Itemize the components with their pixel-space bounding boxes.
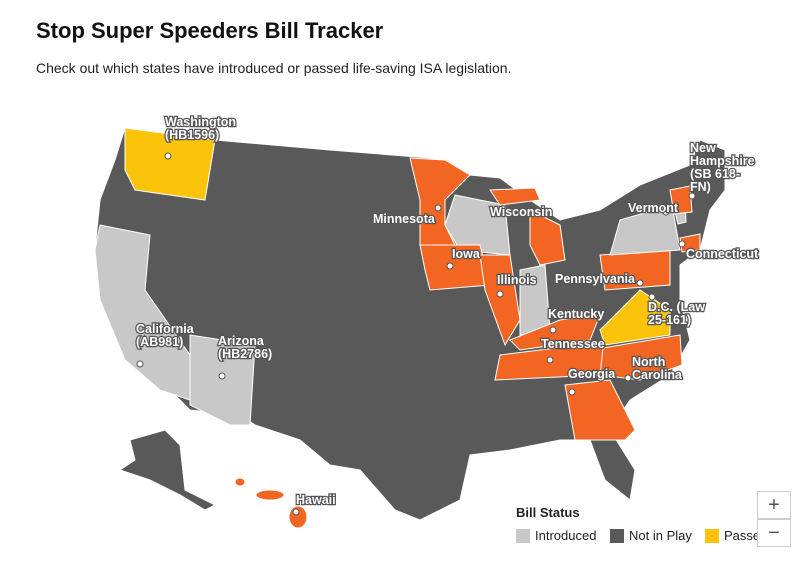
states (94, 127, 726, 529)
legend-swatch (705, 529, 719, 543)
state-label: Iowa (452, 247, 481, 261)
state-label: Georgia (568, 367, 616, 381)
wisconsin (444, 194, 511, 256)
state-label: Kentucky (548, 307, 604, 321)
state-label: Tennessee (541, 337, 605, 351)
state-label: 25-161) (648, 313, 691, 327)
state-label: Hawaii (296, 493, 336, 507)
state-label: FN) (690, 180, 711, 194)
legend-swatch (610, 529, 624, 543)
washington (124, 127, 216, 201)
label-dot (678, 240, 686, 248)
label-dot (446, 262, 454, 270)
state-label: D.C. (Law (648, 300, 705, 314)
label-dot (136, 360, 144, 368)
legend-label: Introduced (535, 528, 596, 543)
state-label: Illinois (497, 273, 537, 287)
state-label: Minnesota (373, 212, 436, 226)
state-label: Vermont (628, 201, 679, 215)
legend: Bill Status Introduced Not in Play Passed (516, 505, 767, 543)
state-label: (AB981) (136, 335, 183, 349)
label-dot (549, 326, 557, 334)
massachusetts (669, 185, 693, 215)
state-label: Arizona (218, 334, 265, 348)
legend-label: Passed (724, 528, 767, 543)
hawaii-west (234, 477, 246, 487)
zoom-in[interactable]: + (757, 491, 791, 519)
label-dot (292, 508, 300, 516)
state-label: Washington (165, 115, 236, 129)
labels: Washington(HB1596) Minnesota Wisconsin Iowa… (135, 114, 760, 516)
state-label: Hampshire (690, 154, 755, 168)
label-dot (568, 388, 576, 396)
illinois (479, 254, 521, 347)
zoom-out[interactable]: − (757, 519, 791, 547)
label-dot (546, 356, 554, 364)
michigan (529, 209, 566, 266)
subtitle: Check out which states have introduced o… (36, 60, 512, 76)
state-label: Pennsylvania (555, 272, 636, 286)
north-carolina (599, 334, 683, 381)
label-dot (662, 208, 670, 216)
new-york (609, 204, 681, 256)
legend-title: Bill Status (516, 505, 580, 520)
state-label: Carolina (632, 368, 683, 382)
label-dot (624, 374, 632, 382)
legend-swatch (516, 529, 530, 543)
title: Stop Super Speeders Bill Tracker (36, 18, 384, 43)
label-dot (648, 293, 656, 301)
label-dot (218, 372, 226, 380)
label-dot (688, 192, 696, 200)
georgia (564, 379, 636, 441)
state-label: (HB1596) (165, 128, 219, 142)
arizona (189, 334, 256, 426)
label-dot (496, 290, 504, 298)
state-label: New (690, 141, 716, 155)
label-dot (636, 279, 644, 287)
state-label: North (632, 355, 665, 369)
california (94, 224, 191, 401)
state-label: (SB 618- (690, 167, 740, 181)
state-label: Wisconsin (490, 205, 552, 219)
alaska (118, 429, 217, 511)
label-dot (164, 152, 172, 160)
state-label: Connecticut (686, 247, 759, 261)
state-label: California (136, 322, 195, 336)
legend-label: Not in Play (629, 528, 692, 543)
state-label: (HB2786) (218, 347, 272, 361)
label-dot (434, 204, 442, 212)
hawaii-islands (255, 489, 285, 501)
label-dot (536, 208, 544, 216)
michigan-up (489, 187, 541, 206)
iowa (419, 244, 491, 291)
